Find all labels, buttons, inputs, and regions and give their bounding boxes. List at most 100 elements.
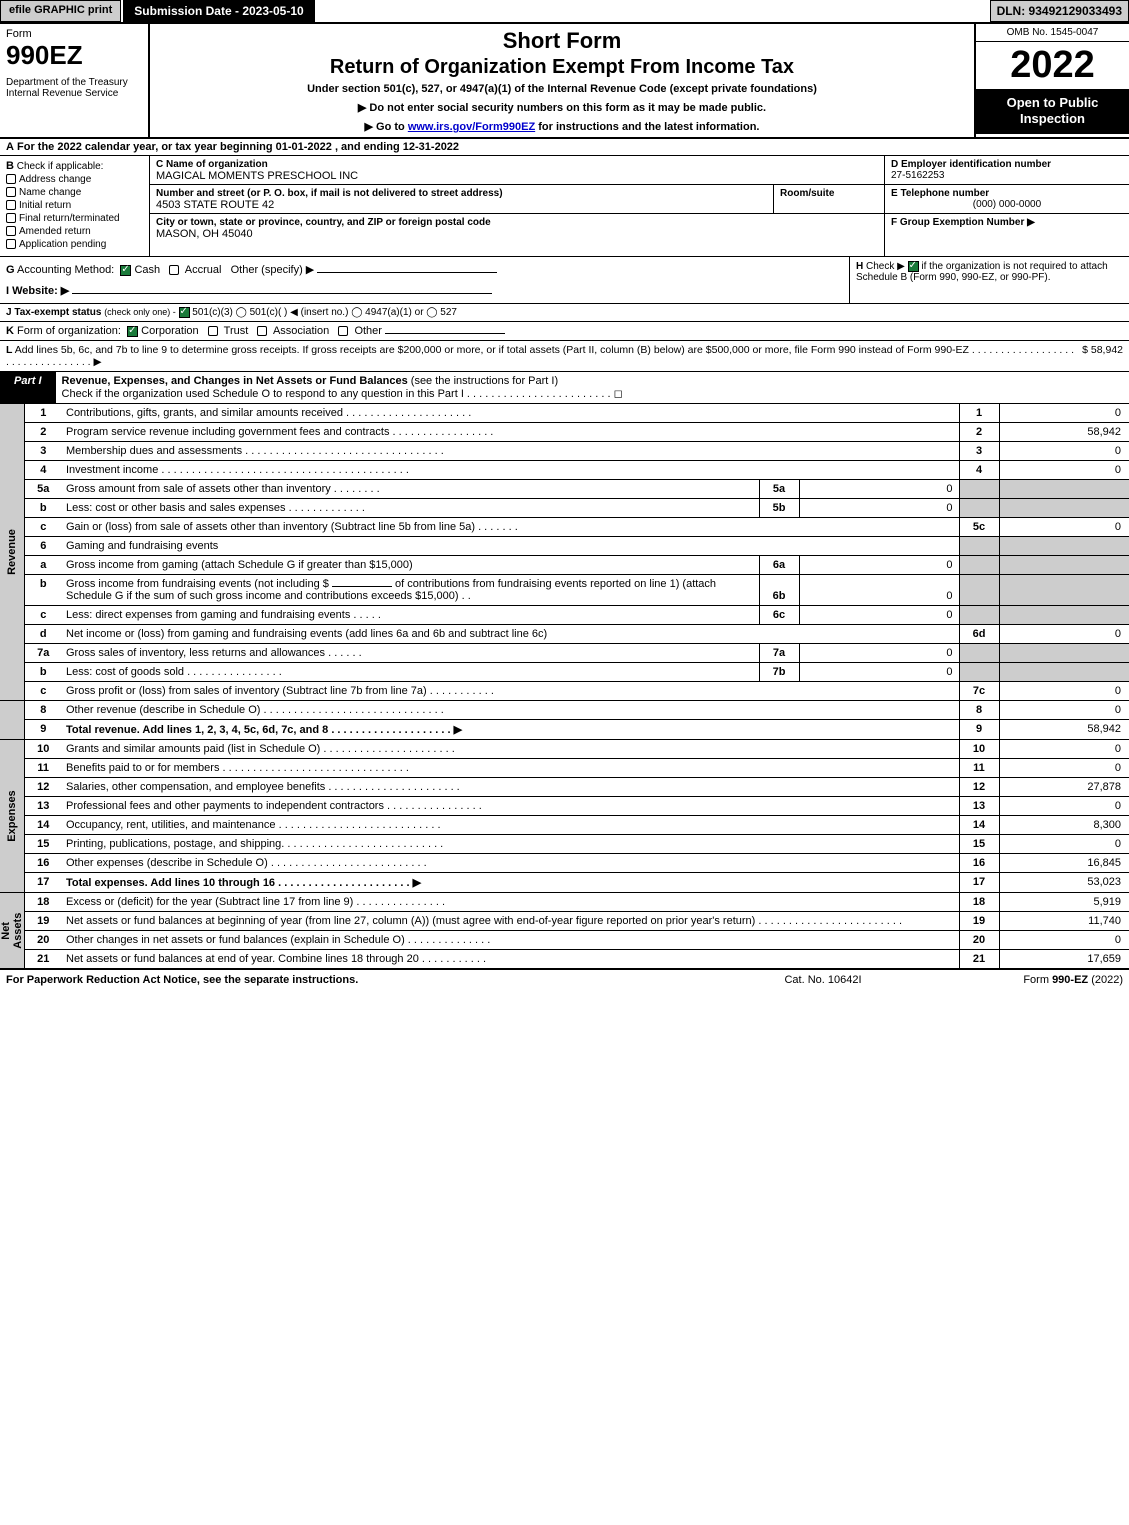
line-desc: Gain or (loss) from sale of assets other… xyxy=(62,518,959,537)
irs-link[interactable]: www.irs.gov/Form990EZ xyxy=(408,121,535,133)
checkbox-trust[interactable] xyxy=(208,326,218,336)
row-a-calendar-year: A For the 2022 calendar year, or tax yea… xyxy=(0,139,1129,156)
open-to-public: Open to Public Inspection xyxy=(976,89,1129,134)
checkbox-icon xyxy=(6,187,16,197)
line-desc: Investment income . . . . . . . . . . . … xyxy=(62,461,959,480)
line-desc: Total revenue. Add lines 1, 2, 3, 4, 5c,… xyxy=(62,720,959,740)
line-num: 6 xyxy=(24,537,62,556)
line-num: 9 xyxy=(24,720,62,740)
efile-print-button[interactable]: efile GRAPHIC print xyxy=(0,0,121,22)
line-num: 4 xyxy=(24,461,62,480)
sub-val: 0 xyxy=(799,480,959,499)
checkbox-501c3-checked[interactable] xyxy=(179,307,190,318)
subtitle-goto: ▶ Go to www.irs.gov/Form990EZ for instru… xyxy=(158,120,966,133)
cell-group-exemption: F Group Exemption Number ▶ xyxy=(885,214,1129,231)
vlabel-netassets: Net Assets xyxy=(0,893,24,969)
dln-label: DLN: 93492129033493 xyxy=(990,0,1129,22)
vlabel-revenue-text: Revenue xyxy=(6,529,18,575)
result-val: 17,659 xyxy=(999,950,1129,969)
result-num: 6d xyxy=(959,625,999,644)
footer-form-bold: 990-EZ xyxy=(1052,974,1088,986)
part-i-title: Revenue, Expenses, and Changes in Net As… xyxy=(56,372,1129,403)
chk-name-change[interactable]: Name change xyxy=(6,187,143,198)
result-val: 0 xyxy=(999,701,1129,720)
cell-org-name: C Name of organization MAGICAL MOMENTS P… xyxy=(150,156,884,185)
j-small: (check only one) - xyxy=(104,307,176,317)
line-18: Net Assets 18 Excess or (deficit) for th… xyxy=(0,893,1129,912)
result-val: 0 xyxy=(999,404,1129,423)
result-val: 16,845 xyxy=(999,854,1129,873)
line-num: c xyxy=(24,606,62,625)
g-label: G xyxy=(6,264,15,276)
part-i-title-main: Revenue, Expenses, and Changes in Net As… xyxy=(62,375,408,387)
room-label: Room/suite xyxy=(780,188,834,199)
part-i-header: Part I Revenue, Expenses, and Changes in… xyxy=(0,372,1129,404)
line-desc: Other expenses (describe in Schedule O) … xyxy=(62,854,959,873)
result-val: 0 xyxy=(999,461,1129,480)
col-b-checkboxes: B Check if applicable: Address change Na… xyxy=(0,156,150,256)
line-desc: Program service revenue including govern… xyxy=(62,423,959,442)
result-val: 0 xyxy=(999,625,1129,644)
chk-address-change[interactable]: Address change xyxy=(6,174,143,185)
result-num: 21 xyxy=(959,950,999,969)
checkbox-accrual[interactable] xyxy=(169,265,179,275)
cell-city: City or town, state or province, country… xyxy=(150,214,884,242)
line-num: 21 xyxy=(24,950,62,969)
result-val: 58,942 xyxy=(999,423,1129,442)
k-corp: Corporation xyxy=(141,325,198,337)
result-num: 16 xyxy=(959,854,999,873)
chk-amended-return[interactable]: Amended return xyxy=(6,226,143,237)
result-val: 0 xyxy=(999,740,1129,759)
sub-num: 6b xyxy=(759,575,799,606)
result-val: 0 xyxy=(999,759,1129,778)
g-other: Other (specify) ▶ xyxy=(231,264,315,276)
footer-formref: Form 990-EZ (2022) xyxy=(923,974,1123,986)
result-val: 5,919 xyxy=(999,893,1129,912)
chk-final-return[interactable]: Final return/terminated xyxy=(6,213,143,224)
grey-cell xyxy=(959,644,999,663)
grey-cell xyxy=(959,575,999,606)
line-num: 13 xyxy=(24,797,62,816)
line-20: 20 Other changes in net assets or fund b… xyxy=(0,931,1129,950)
chk-initial-return[interactable]: Initial return xyxy=(6,200,143,211)
line-4: 4 Investment income . . . . . . . . . . … xyxy=(0,461,1129,480)
row-k-form-of-org: K Form of organization: Corporation Trus… xyxy=(0,322,1129,341)
submission-date-button[interactable]: Submission Date - 2023-05-10 xyxy=(123,0,314,22)
result-num: 11 xyxy=(959,759,999,778)
checkbox-h-checked[interactable] xyxy=(908,261,919,272)
i-label: I Website: ▶ xyxy=(6,285,69,297)
sub-num: 6c xyxy=(759,606,799,625)
checkbox-icon xyxy=(6,174,16,184)
line-desc: Total expenses. Add lines 10 through 16 … xyxy=(62,873,959,893)
checkbox-association[interactable] xyxy=(257,326,267,336)
line-6d: d Net income or (loss) from gaming and f… xyxy=(0,625,1129,644)
checkbox-cash-checked[interactable] xyxy=(120,265,131,276)
k-label: K xyxy=(6,325,14,337)
j-label: J Tax-exempt status xyxy=(6,307,101,318)
top-bar: efile GRAPHIC print Submission Date - 20… xyxy=(0,0,1129,24)
line-21: 21 Net assets or fund balances at end of… xyxy=(0,950,1129,969)
phone-label: E Telephone number xyxy=(891,188,989,199)
line-desc: Gross sales of inventory, less returns a… xyxy=(62,644,759,663)
grey-cell xyxy=(959,556,999,575)
result-num: 8 xyxy=(959,701,999,720)
line-desc: Printing, publications, postage, and shi… xyxy=(62,835,959,854)
sub-val: 0 xyxy=(799,606,959,625)
line-desc: Gross profit or (loss) from sales of inv… xyxy=(62,682,959,701)
line-desc: Less: cost of goods sold . . . . . . . .… xyxy=(62,663,759,682)
result-num: 18 xyxy=(959,893,999,912)
vlabel-revenue: Revenue xyxy=(0,404,24,701)
chk-application-pending[interactable]: Application pending xyxy=(6,239,143,250)
col-b-hdr-text: Check if applicable: xyxy=(17,161,104,172)
checkbox-corporation-checked[interactable] xyxy=(127,326,138,337)
line-3: 3 Membership dues and assessments . . . … xyxy=(0,442,1129,461)
line-num: 19 xyxy=(24,912,62,931)
checkbox-other[interactable] xyxy=(338,326,348,336)
c-label-text: Name of organization xyxy=(166,159,268,170)
l-value: $ 58,942 xyxy=(1074,344,1123,368)
line-num: a xyxy=(24,556,62,575)
line-desc: Excess or (deficit) for the year (Subtra… xyxy=(62,893,959,912)
result-num: 9 xyxy=(959,720,999,740)
col-def: D Employer identification number 27-5162… xyxy=(884,156,1129,256)
ein-label: D Employer identification number xyxy=(891,159,1051,170)
